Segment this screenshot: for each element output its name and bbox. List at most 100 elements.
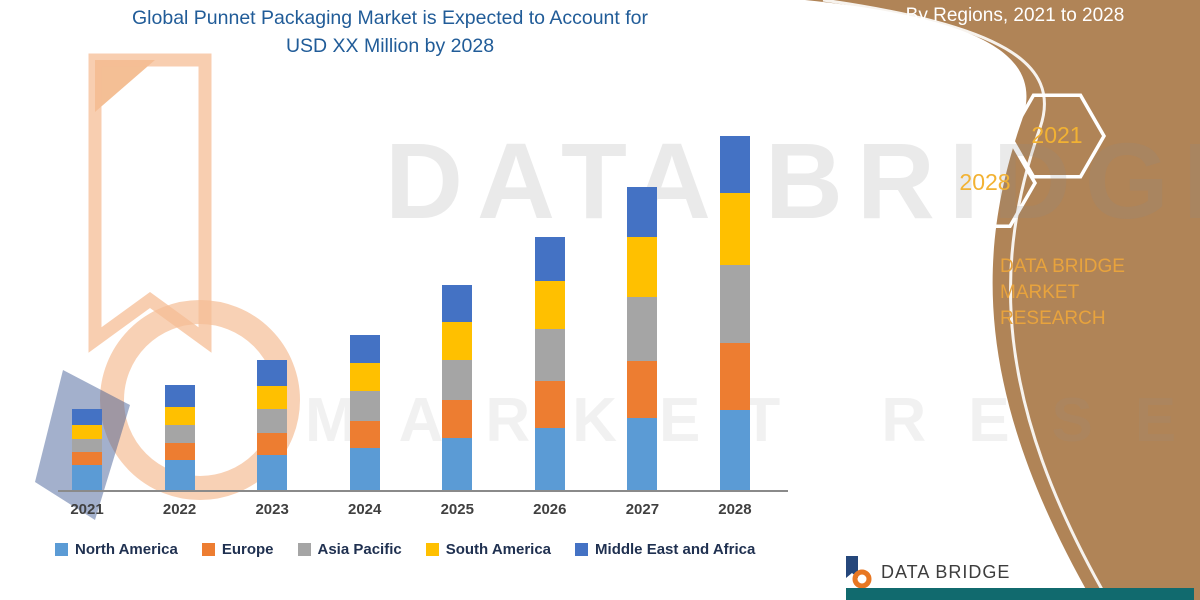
x-tick-label: 2025 bbox=[440, 501, 474, 518]
bar-segment-europe bbox=[164, 443, 195, 460]
x-tick-label: 2024 bbox=[348, 501, 382, 518]
x-tick-label: 2023 bbox=[255, 501, 289, 518]
x-tick-label: 2026 bbox=[533, 501, 567, 518]
bar-segment-north-america bbox=[257, 455, 288, 490]
bar-group-2023: 2023 bbox=[243, 130, 301, 518]
stacked-bar bbox=[442, 285, 473, 490]
legend-item-middle-east-and-africa: Middle East and Africa bbox=[575, 541, 755, 558]
brand-line2: RESEARCH bbox=[1000, 308, 1106, 329]
bar-segment-asia-pacific bbox=[257, 409, 288, 433]
bar-segment-asia-pacific bbox=[442, 360, 473, 400]
stacked-bar bbox=[164, 385, 195, 490]
bar-segment-middle-east-and-africa bbox=[164, 385, 195, 407]
bar-segment-europe bbox=[257, 433, 288, 455]
legend-label: Europe bbox=[221, 541, 274, 558]
bar-segment-middle-east-and-africa bbox=[719, 136, 750, 193]
bar-segment-asia-pacific bbox=[164, 425, 195, 443]
bar-segment-middle-east-and-africa bbox=[534, 237, 565, 281]
bar-group-2024: 2024 bbox=[336, 130, 394, 518]
bar-group-2026: 2026 bbox=[521, 130, 579, 518]
chart-title: Global Punnet Packaging Market is Expect… bbox=[30, 4, 750, 60]
bar-segment-europe bbox=[72, 452, 102, 465]
hexagon-year-2028: 2028 bbox=[959, 169, 1011, 195]
bar-segment-asia-pacific bbox=[627, 297, 658, 361]
bar-segment-middle-east-and-africa bbox=[257, 360, 288, 386]
bar-segment-middle-east-and-africa bbox=[349, 335, 380, 363]
bar-segment-north-america bbox=[627, 418, 658, 490]
bar-segment-south-america bbox=[349, 363, 380, 391]
x-tick-label: 2022 bbox=[162, 501, 197, 518]
legend-swatch-icon bbox=[575, 543, 589, 556]
data-bridge-b-icon bbox=[846, 556, 872, 588]
bar-segment-asia-pacific bbox=[534, 329, 565, 381]
bar-segment-middle-east-and-africa bbox=[442, 285, 473, 322]
brand-line1: DATA BRIDGE MARKET bbox=[1000, 256, 1125, 303]
stacked-bar bbox=[257, 360, 288, 490]
footer-brand-text: DATA BRIDGE bbox=[881, 561, 1011, 582]
bar-segment-south-america bbox=[534, 281, 565, 329]
footer-teal-bar bbox=[846, 588, 1194, 600]
bar-segment-north-america bbox=[442, 438, 473, 490]
bar-segment-south-america bbox=[72, 425, 102, 439]
bar-segment-north-america bbox=[534, 428, 565, 490]
x-tick-label: 2021 bbox=[70, 501, 104, 518]
bar-segment-south-america bbox=[164, 407, 195, 425]
footer-logo: DATA BRIDGE bbox=[843, 556, 1195, 600]
bar-group-2028: 2028 bbox=[706, 130, 764, 518]
stacked-bar bbox=[534, 237, 565, 490]
legend-swatch-icon bbox=[55, 543, 68, 556]
bar-segment-asia-pacific bbox=[349, 391, 380, 421]
bar-segment-middle-east-and-africa bbox=[72, 409, 102, 425]
legend-swatch-icon bbox=[297, 543, 311, 556]
bar-segment-europe bbox=[719, 343, 750, 410]
side-panel-brand: DATA BRIDGE MARKET RESEARCH bbox=[1000, 254, 1200, 332]
x-axis-line bbox=[58, 490, 788, 492]
legend: North America Europe Asia Pacific South Ame… bbox=[55, 541, 755, 558]
stacked-bar bbox=[719, 136, 750, 490]
bar-segment-south-america bbox=[627, 237, 658, 297]
legend-label: Asia Pacific bbox=[317, 541, 402, 558]
legend-label: North America bbox=[75, 541, 178, 558]
legend-swatch-icon bbox=[201, 543, 215, 556]
bar-segment-middle-east-and-africa bbox=[627, 187, 658, 237]
legend-item-north-america: North America bbox=[55, 541, 178, 558]
hexagon-2028-icon bbox=[932, 137, 1038, 229]
hexagon-2021-icon bbox=[1007, 93, 1107, 179]
bar-segment-north-america bbox=[349, 448, 380, 490]
bar-segment-europe bbox=[442, 400, 473, 438]
x-tick-label: 2028 bbox=[718, 501, 752, 518]
bar-group-2027: 2027 bbox=[613, 130, 671, 518]
bar-segment-europe bbox=[534, 381, 565, 428]
bar-segment-europe bbox=[627, 361, 658, 418]
bar-group-2025: 2025 bbox=[428, 130, 486, 518]
bar-segment-north-america bbox=[164, 460, 195, 490]
bar-segment-south-america bbox=[442, 322, 473, 360]
stacked-bar bbox=[349, 335, 380, 490]
legend-label: South America bbox=[445, 541, 552, 558]
legend-item-asia-pacific: Asia Pacific bbox=[297, 541, 402, 558]
bar-segment-asia-pacific bbox=[719, 265, 750, 343]
swoosh-shape bbox=[805, 0, 1200, 600]
side-panel-heading: By Regions, 2021 to 2028 bbox=[905, 5, 1125, 26]
hexagon-year-2021: 2021 bbox=[1031, 122, 1083, 148]
bar-segment-south-america bbox=[257, 386, 288, 409]
legend-item-europe: Europe bbox=[201, 541, 274, 558]
bar-segment-north-america bbox=[719, 410, 750, 490]
bar-segment-europe bbox=[349, 421, 380, 448]
stacked-bar bbox=[72, 409, 102, 490]
legend-swatch-icon bbox=[425, 543, 439, 556]
bar-segment-asia-pacific bbox=[72, 439, 102, 452]
legend-label: Middle East and Africa bbox=[595, 541, 756, 558]
chart-title-line2: USD XX Million by 2028 bbox=[285, 35, 495, 57]
chart-title-line1: Global Punnet Packaging Market is Expect… bbox=[132, 7, 648, 29]
bar-segment-north-america bbox=[72, 465, 102, 490]
stacked-bar bbox=[627, 187, 658, 490]
legend-item-south-america: South America bbox=[425, 541, 552, 558]
plot-area: 2021 2022 2023 2024 2025 2026 2027 2028 bbox=[58, 130, 764, 518]
bar-group-2021: 2021 bbox=[58, 130, 116, 518]
x-tick-label: 2027 bbox=[625, 501, 660, 518]
watermark-line1: DATA BRIDGE bbox=[385, 120, 1200, 241]
bar-segment-south-america bbox=[719, 193, 750, 265]
